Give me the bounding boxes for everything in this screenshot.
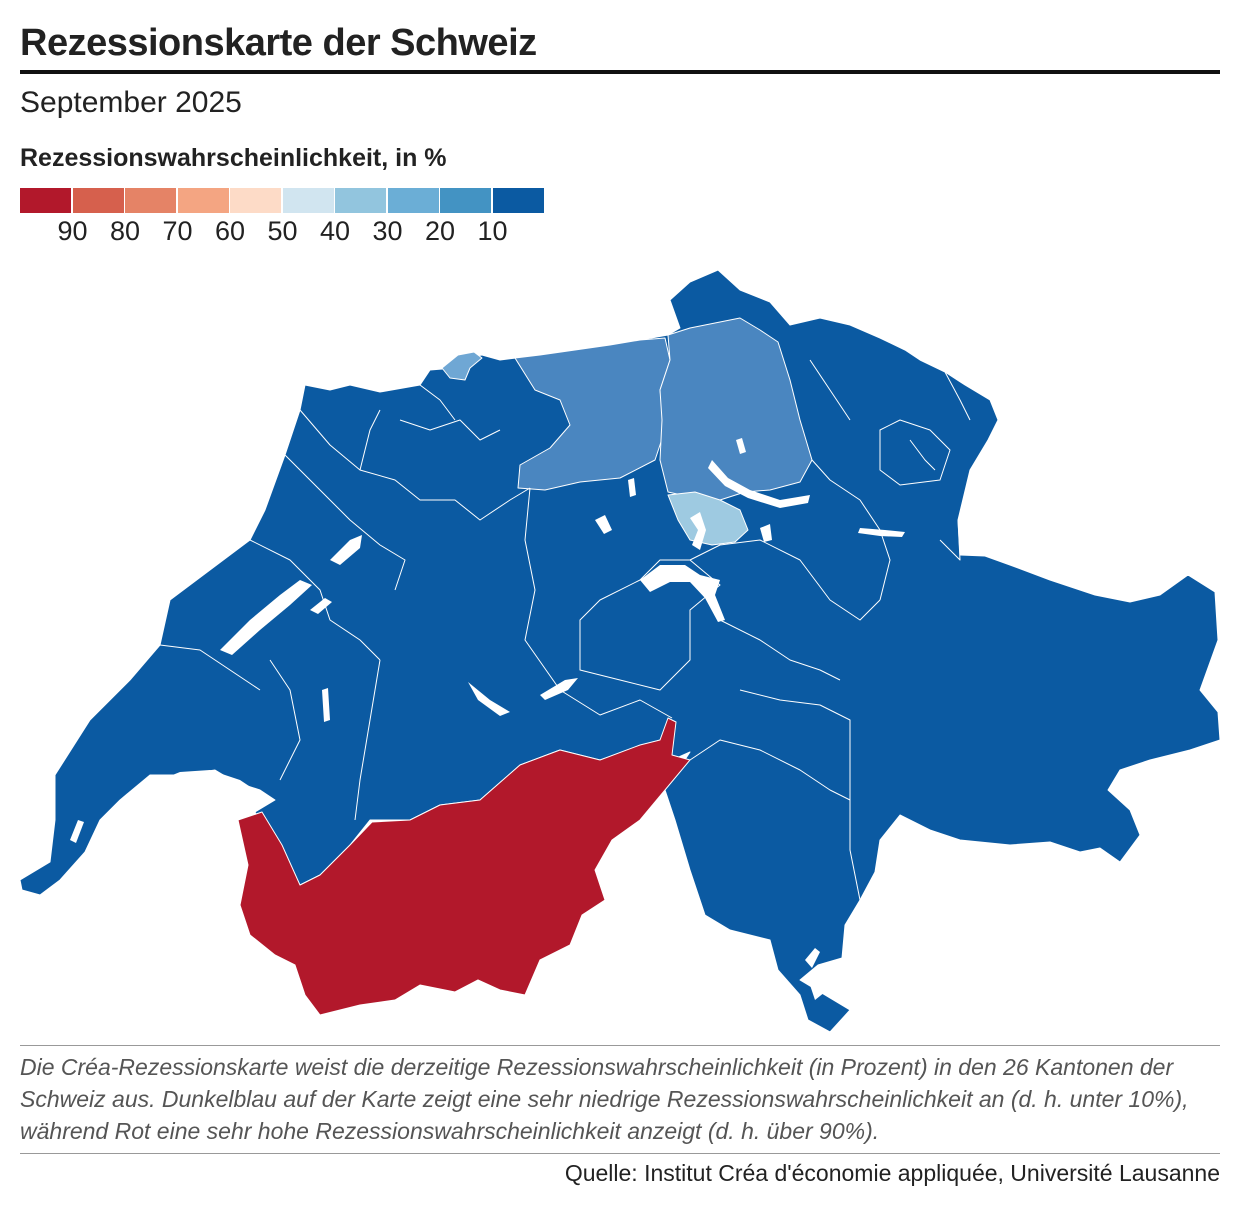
switzerland-map [19, 269, 1221, 1033]
legend-swatch-6 [335, 188, 386, 213]
legend-tick-label: 50 [267, 216, 298, 246]
legend-swatch-3 [177, 188, 229, 213]
source-note: Quelle: Institut Créa d'économie appliqu… [564, 1160, 1220, 1186]
lake-sihl [760, 524, 772, 542]
lakes [70, 438, 905, 1000]
lake-thun [468, 682, 510, 716]
lake-joux [70, 820, 84, 843]
title-divider [20, 70, 1220, 74]
canton-borders [159, 359, 971, 901]
lake-greifensee [736, 438, 746, 454]
lake-geneva [120, 770, 270, 812]
region-zug [667, 491, 749, 546]
legend-swatch-5 [282, 188, 334, 213]
region-zuerich [659, 317, 813, 501]
legend-swatch-7 [387, 188, 439, 213]
lake-zurich [708, 460, 810, 508]
lake-morat [310, 598, 332, 614]
legend-tick-label: 40 [319, 216, 351, 246]
chart-title: Rezessionskarte der Schweiz [20, 22, 537, 64]
lake-maggiore [805, 948, 820, 968]
legend-swatch-9 [492, 188, 544, 213]
legend-swatch-2 [125, 188, 176, 213]
legend-tick-label: 10 [477, 216, 508, 246]
map-description: Die Créa-Rezessionskarte weist die derze… [20, 1054, 1189, 1144]
lake-lucerne [640, 565, 725, 622]
lake-lugano [810, 975, 832, 1000]
legend-tick-label: 70 [162, 216, 193, 246]
region-wallis [237, 717, 691, 1016]
legend-swatch-0 [20, 188, 71, 213]
legend-swatch-4 [230, 188, 281, 213]
legend-tick-label: 30 [372, 216, 403, 246]
legend-tick-label: 60 [214, 216, 246, 246]
legend-swatch-8 [440, 188, 491, 213]
lake-zug [690, 512, 706, 550]
legend-color-scale [20, 188, 545, 213]
legend-tick-label: 20 [424, 216, 456, 246]
lake-walen [858, 528, 905, 537]
lake-sempach [595, 515, 612, 534]
legend-tick-label: 90 [57, 216, 88, 246]
lake-neuchatel [220, 580, 312, 655]
legend-tick-labels: 90 80 70 60 50 40 30 20 10 [20, 216, 560, 252]
lake-brienz [540, 678, 578, 700]
description-rule-top [20, 1045, 1220, 1046]
lake-hallwil [628, 478, 636, 497]
lake-gruyere [322, 688, 330, 722]
legend-title: Rezessionswahrscheinlichkeit, in % [20, 144, 447, 172]
region-basel-stadt [441, 351, 483, 381]
legend-swatch-1 [72, 188, 124, 213]
region-aargau [514, 337, 671, 491]
description-rule-bottom [20, 1153, 1220, 1154]
chart-subtitle: September 2025 [20, 86, 242, 119]
legend-tick-label: 80 [109, 216, 141, 246]
lake-biel [330, 535, 362, 565]
